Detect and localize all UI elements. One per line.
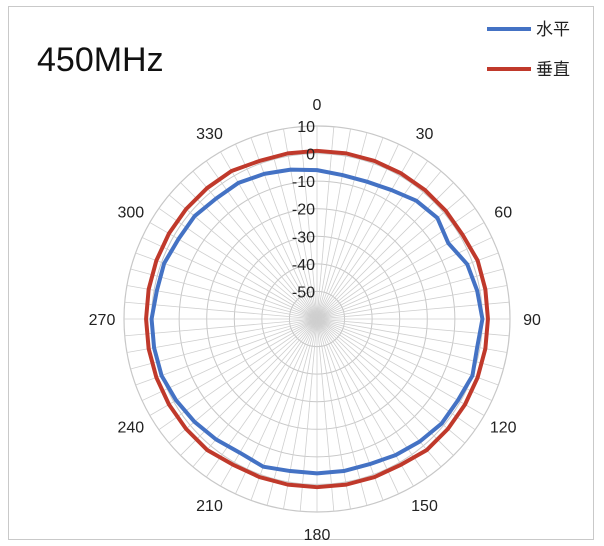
grid-spoke: [124, 318, 318, 337]
angle-label: 150: [411, 498, 438, 515]
grid-spoke: [316, 318, 499, 386]
grid-spoke: [141, 237, 318, 320]
grid-spoke: [316, 151, 414, 320]
legend: 水平 垂直: [487, 20, 570, 80]
grid-spoke: [283, 318, 318, 510]
angle-label: 60: [494, 205, 512, 222]
grid-spoke: [316, 318, 504, 370]
legend-label-horizontal: 水平: [536, 20, 570, 40]
radial-label: -50: [292, 284, 315, 301]
grid-spoke: [316, 222, 485, 320]
chart-frame: 450MHz 水平 垂直 0 30 60 90 120 150 180 210 240 270 30…: [8, 6, 594, 541]
angle-label: 30: [416, 126, 434, 143]
angle-label: 240: [117, 420, 144, 437]
grid-spoke: [141, 318, 318, 401]
grid-spoke: [316, 143, 399, 320]
grid-spoke: [316, 318, 414, 487]
grid-spoke: [316, 318, 351, 510]
polar-chart: 450MHz 水平 垂直 0 30 60 90 120 150 180 210 240 270 30…: [37, 20, 570, 541]
grid-spoke: [130, 318, 318, 370]
series-layer: [144, 148, 490, 490]
grid-spoke: [135, 318, 318, 386]
grid-spoke: [316, 268, 504, 320]
grid-spoke: [316, 160, 429, 320]
grid-spoke: [192, 318, 318, 468]
grid-spoke: [299, 126, 318, 320]
grid-spoke: [316, 318, 493, 401]
angle-label: 0: [313, 97, 322, 114]
grid-spoke: [283, 128, 318, 320]
angle-label: 330: [196, 126, 223, 143]
series-line-vertical: [144, 148, 490, 490]
grid-spoke: [316, 318, 510, 337]
polar-grid: [123, 125, 511, 513]
radial-label: -40: [292, 257, 315, 274]
grid-spoke: [124, 301, 318, 320]
angle-label: 210: [196, 498, 223, 515]
grid-spoke: [235, 318, 318, 495]
grid-spoke: [299, 318, 318, 512]
grid-spoke: [205, 318, 318, 478]
grid-spoke: [220, 318, 318, 487]
angle-label: 300: [117, 205, 144, 222]
grid-spoke: [316, 318, 384, 501]
grid-spoke: [316, 170, 442, 320]
grid-spoke: [316, 237, 493, 320]
grid-spoke: [316, 318, 335, 512]
grid-spoke: [316, 137, 384, 320]
grid-spoke: [250, 318, 318, 501]
grid-spoke: [205, 160, 318, 320]
angle-label: 90: [523, 312, 541, 329]
radial-label: 10: [297, 119, 315, 136]
grid-spoke: [266, 318, 318, 506]
grid-spoke: [316, 128, 351, 320]
grid-spoke: [266, 132, 318, 320]
grid-spoke: [316, 194, 466, 320]
grid-spoke: [316, 132, 368, 320]
grid-spoke: [126, 318, 318, 353]
grid-spoke: [235, 143, 318, 320]
grid-spoke: [316, 207, 476, 320]
grid-spoke: [316, 301, 510, 320]
grid-spoke: [316, 182, 454, 320]
radial-label: -20: [292, 202, 315, 219]
radial-labels: 10 0 -10 -20 -30 -40 -50: [292, 119, 315, 301]
grid-spoke: [220, 151, 318, 320]
angle-label: 120: [490, 420, 517, 437]
chart-title: 450MHz: [37, 41, 164, 79]
grid-spoke: [180, 182, 318, 320]
radial-label: -10: [292, 174, 315, 191]
grid-spoke: [316, 318, 368, 506]
legend-label-vertical: 垂直: [536, 60, 570, 80]
grid-spoke: [192, 170, 318, 320]
grid-spoke: [250, 137, 318, 320]
grid-spoke: [316, 126, 335, 320]
angle-labels: 0 30 60 90 120 150 180 210 240 270 300 330: [89, 97, 541, 541]
grid-spoke: [316, 318, 399, 495]
angle-label: 180: [304, 527, 331, 541]
grid-spoke: [316, 318, 429, 478]
grid-spoke: [180, 318, 318, 456]
angle-label: 270: [89, 312, 116, 329]
series-line-horizontal: [149, 167, 485, 476]
radial-label: 0: [306, 147, 315, 164]
radial-label: -30: [292, 229, 315, 246]
